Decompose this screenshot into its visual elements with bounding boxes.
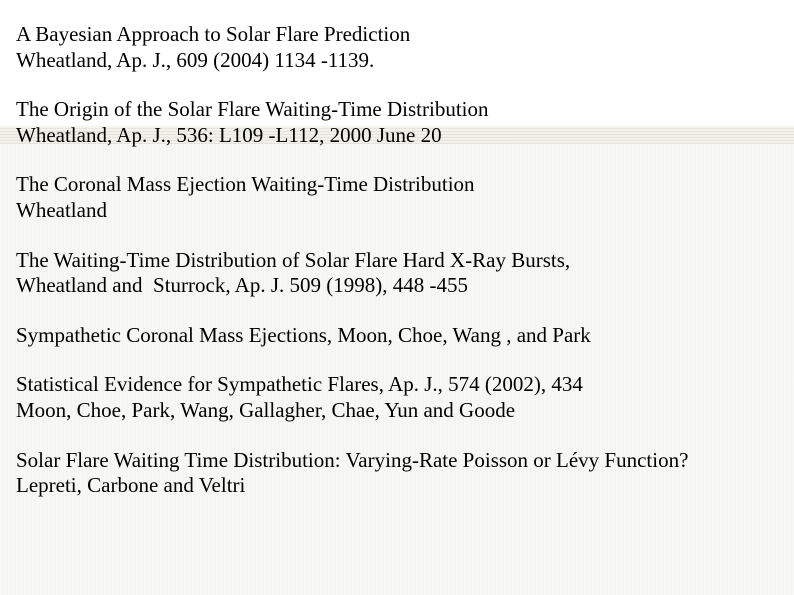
reference-line: The Waiting-Time Distribution of Solar F…	[16, 248, 778, 274]
reference-entry: Solar Flare Waiting Time Distribution: V…	[16, 448, 778, 499]
reference-entry: A Bayesian Approach to Solar Flare Predi…	[16, 22, 778, 73]
reference-line: The Origin of the Solar Flare Waiting-Ti…	[16, 97, 778, 123]
reference-line: The Coronal Mass Ejection Waiting-Time D…	[16, 172, 778, 198]
reference-line: Sympathetic Coronal Mass Ejections, Moon…	[16, 323, 778, 349]
reference-entry: Sympathetic Coronal Mass Ejections, Moon…	[16, 323, 778, 349]
reference-line: Wheatland and Sturrock, Ap. J. 509 (1998…	[16, 273, 778, 299]
reference-line: Wheatland	[16, 198, 778, 224]
reference-line: A Bayesian Approach to Solar Flare Predi…	[16, 22, 778, 48]
reference-line: Solar Flare Waiting Time Distribution: V…	[16, 448, 778, 474]
reference-entry: The Origin of the Solar Flare Waiting-Ti…	[16, 97, 778, 148]
slide: A Bayesian Approach to Solar Flare Predi…	[0, 0, 794, 595]
content-area: A Bayesian Approach to Solar Flare Predi…	[0, 0, 794, 539]
reference-line: Statistical Evidence for Sympathetic Fla…	[16, 372, 778, 398]
reference-line: Moon, Choe, Park, Wang, Gallagher, Chae,…	[16, 398, 778, 424]
reference-entry: The Coronal Mass Ejection Waiting-Time D…	[16, 172, 778, 223]
reference-line: Lepreti, Carbone and Veltri	[16, 473, 778, 499]
reference-entry: The Waiting-Time Distribution of Solar F…	[16, 248, 778, 299]
reference-entry: Statistical Evidence for Sympathetic Fla…	[16, 372, 778, 423]
reference-line: Wheatland, Ap. J., 609 (2004) 1134 -1139…	[16, 48, 778, 74]
reference-line: Wheatland, Ap. J., 536: L109 -L112, 2000…	[16, 123, 778, 149]
